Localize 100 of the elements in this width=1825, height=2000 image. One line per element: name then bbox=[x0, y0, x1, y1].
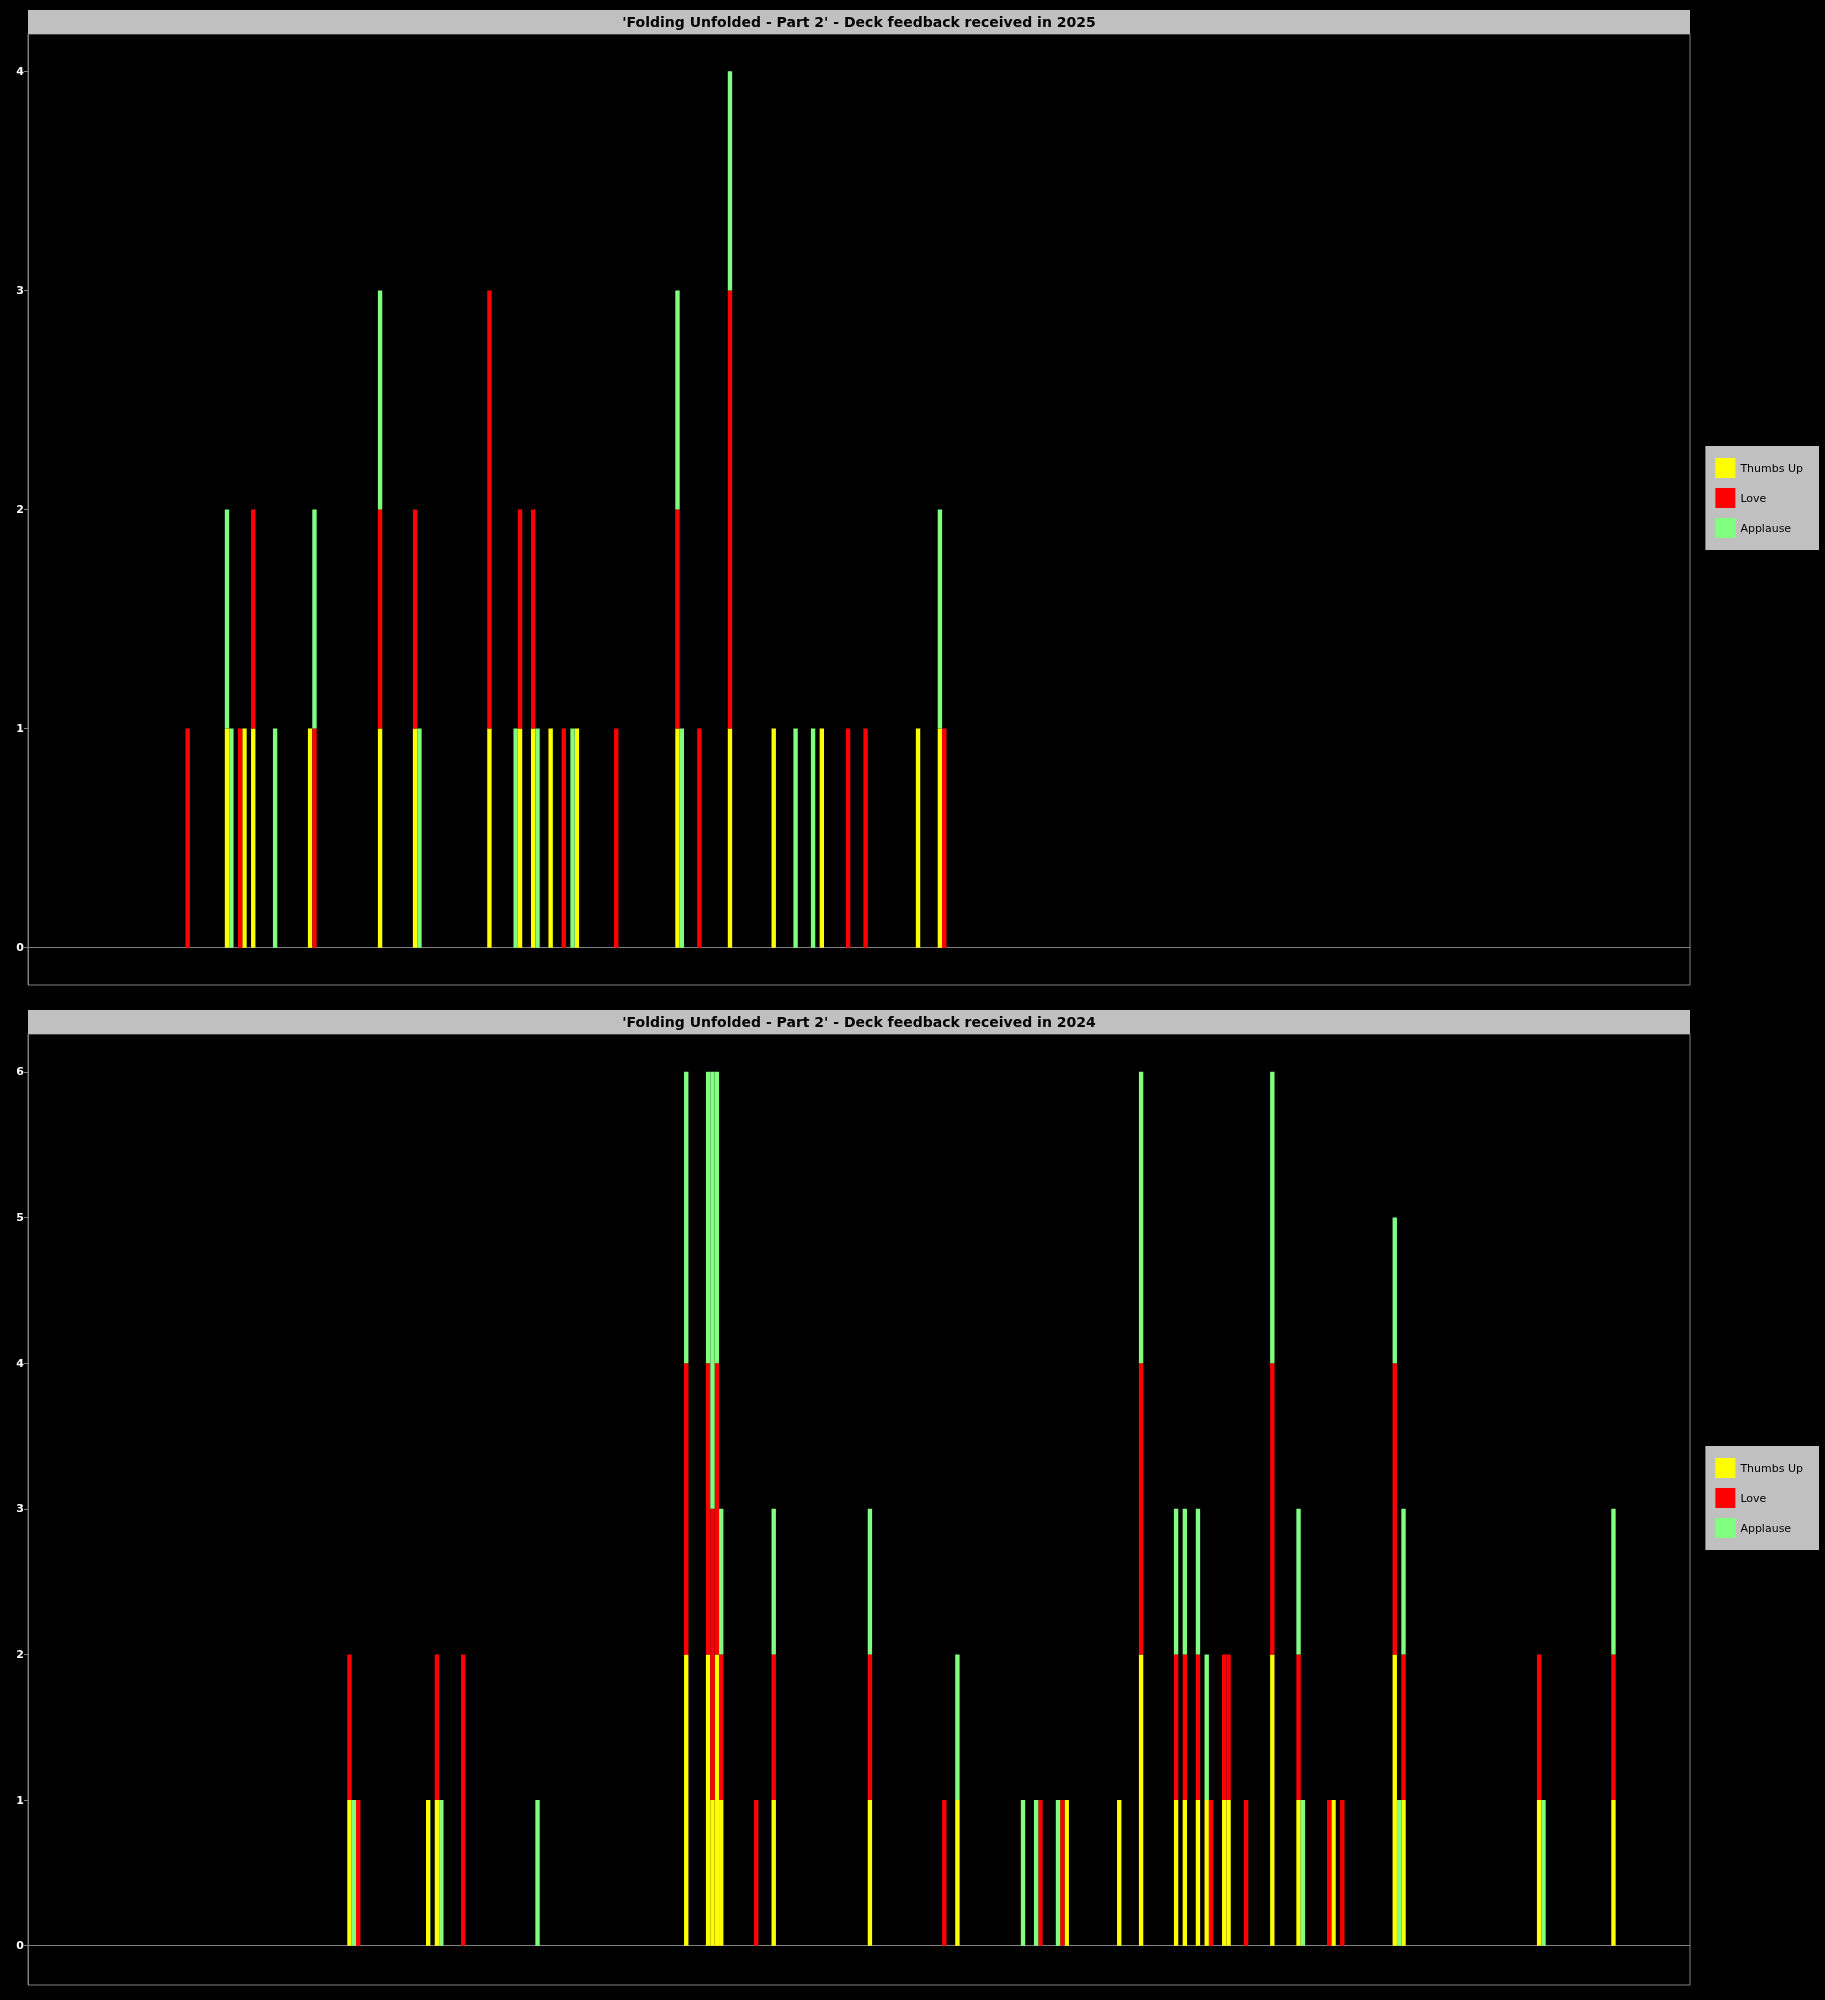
bar bbox=[417, 728, 422, 948]
bar bbox=[185, 728, 190, 948]
bar bbox=[1392, 1217, 1397, 1364]
y-tick-label: 2 bbox=[16, 1647, 24, 1661]
bar bbox=[574, 728, 580, 948]
bar bbox=[937, 728, 943, 948]
bar bbox=[229, 728, 234, 948]
bar bbox=[1020, 1800, 1026, 1946]
bar bbox=[242, 728, 247, 948]
bar bbox=[719, 1508, 724, 1655]
y-tick-label: 5 bbox=[16, 1211, 24, 1224]
bar bbox=[714, 1654, 720, 1946]
bar bbox=[697, 728, 702, 948]
bar bbox=[1208, 1800, 1214, 1946]
bar bbox=[819, 728, 825, 948]
bar bbox=[1173, 1508, 1179, 1655]
y-tick-label: 0 bbox=[16, 1939, 25, 1953]
bar bbox=[705, 1654, 711, 1946]
bar bbox=[1296, 1654, 1301, 1801]
bar bbox=[356, 1800, 361, 1946]
bar bbox=[1226, 1654, 1231, 1801]
bar bbox=[377, 728, 383, 948]
legend-label: Love bbox=[1740, 1491, 1767, 1505]
bar bbox=[1611, 1800, 1616, 1946]
bar bbox=[460, 1654, 466, 1946]
bar bbox=[439, 1800, 444, 1946]
bar bbox=[810, 728, 816, 948]
bar bbox=[377, 290, 383, 510]
bar bbox=[675, 290, 680, 510]
bar bbox=[1270, 1363, 1275, 1655]
bar bbox=[1326, 1800, 1332, 1946]
bar bbox=[1226, 1800, 1231, 1946]
bar bbox=[942, 1800, 947, 1946]
bar bbox=[1611, 1508, 1616, 1655]
bar bbox=[1296, 1508, 1301, 1655]
bar bbox=[535, 728, 540, 948]
bar bbox=[1064, 1800, 1069, 1946]
bar bbox=[771, 1508, 776, 1655]
bar bbox=[727, 728, 733, 948]
bar bbox=[377, 509, 383, 729]
bar bbox=[1204, 1800, 1209, 1946]
bar bbox=[754, 1800, 759, 1946]
bar bbox=[845, 728, 851, 948]
bar bbox=[1401, 1800, 1406, 1946]
bar bbox=[487, 728, 492, 948]
bar bbox=[1195, 1800, 1201, 1946]
y-tick-label: 1 bbox=[16, 722, 24, 736]
bar bbox=[937, 509, 943, 729]
bar bbox=[517, 509, 523, 729]
bar bbox=[679, 728, 685, 948]
bar bbox=[684, 1654, 689, 1946]
y-tick-label: 2 bbox=[16, 503, 24, 516]
bar bbox=[942, 728, 947, 948]
bar bbox=[1536, 1654, 1542, 1801]
bar bbox=[530, 728, 536, 948]
bar bbox=[1055, 1800, 1061, 1946]
bar bbox=[1138, 1363, 1144, 1655]
bar bbox=[548, 728, 553, 948]
bar bbox=[1195, 1508, 1201, 1655]
bar bbox=[412, 509, 418, 729]
bar bbox=[347, 1654, 352, 1801]
bar bbox=[561, 728, 566, 948]
bar bbox=[684, 1363, 689, 1655]
bar bbox=[1117, 1800, 1122, 1946]
bar bbox=[1541, 1800, 1546, 1946]
bar bbox=[1611, 1654, 1616, 1801]
bar bbox=[434, 1654, 440, 1801]
bar bbox=[347, 1800, 352, 1946]
bar bbox=[1038, 1800, 1043, 1946]
bar bbox=[535, 1800, 540, 1946]
bar bbox=[771, 1654, 776, 1801]
y-tick-label: 3 bbox=[16, 1502, 24, 1516]
bar bbox=[771, 1800, 776, 1946]
bar bbox=[1331, 1800, 1336, 1946]
bar bbox=[426, 1800, 431, 1946]
bar bbox=[1182, 1508, 1188, 1655]
bar bbox=[1204, 1654, 1209, 1801]
bar bbox=[312, 728, 317, 948]
bar bbox=[675, 509, 680, 729]
bar bbox=[867, 1508, 873, 1655]
bar bbox=[1173, 1800, 1179, 1946]
y-tick-label: 4 bbox=[16, 64, 25, 78]
bar bbox=[1401, 1508, 1406, 1655]
bar bbox=[727, 71, 733, 291]
chart-title: 'Folding Unfolded - Part 2' - Deck feedback received in 2024 bbox=[28, 1010, 1690, 1034]
bar bbox=[351, 1800, 357, 1946]
chart-title: 'Folding Unfolded - Part 2' - Deck feedback received in 2025 bbox=[28, 10, 1690, 34]
legend-label: Applause bbox=[1740, 1521, 1792, 1535]
bar bbox=[1195, 1654, 1201, 1801]
legend-label: Thumbs Up bbox=[1739, 1461, 1804, 1475]
y-tick-label: 3 bbox=[16, 283, 24, 297]
bar bbox=[1396, 1800, 1402, 1946]
bar bbox=[867, 1654, 873, 1801]
bar bbox=[867, 1800, 873, 1946]
bar bbox=[1182, 1800, 1188, 1946]
legend-label: Love bbox=[1740, 491, 1767, 505]
bar bbox=[237, 728, 243, 948]
bar bbox=[727, 290, 733, 729]
bar bbox=[719, 1654, 724, 1801]
bar bbox=[251, 509, 256, 729]
